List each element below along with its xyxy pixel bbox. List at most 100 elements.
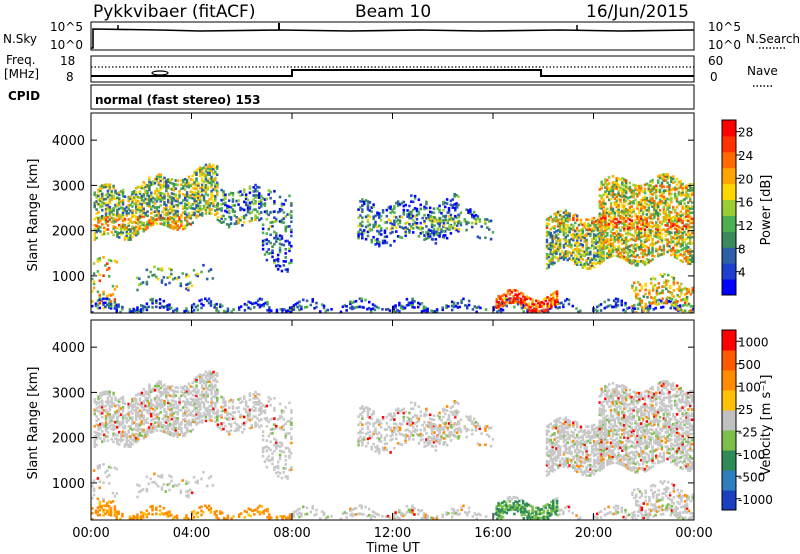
power-cell <box>404 230 407 233</box>
power-cell <box>374 220 377 224</box>
power-cell <box>432 217 436 221</box>
velocity-cell <box>187 388 191 392</box>
power-cell <box>121 231 125 235</box>
power-cell <box>102 198 106 201</box>
power-cell <box>615 236 618 239</box>
velocity-cell <box>172 393 176 397</box>
velocity-cell <box>142 402 145 405</box>
power-cell <box>208 181 211 185</box>
power-cell <box>639 233 643 237</box>
velocity-cell <box>220 410 223 413</box>
power-cell <box>536 301 540 305</box>
power-cell <box>606 211 609 215</box>
power-cell <box>93 205 96 209</box>
power-cell <box>590 227 594 231</box>
power-cell <box>664 189 667 193</box>
power-cell <box>670 196 673 200</box>
velocity-cell <box>165 386 168 390</box>
power-cell <box>549 262 553 265</box>
power-cell <box>290 228 293 232</box>
power-cell <box>174 183 178 186</box>
power-cell <box>670 293 674 297</box>
velocity-cell <box>185 410 189 413</box>
power-cell <box>361 208 364 211</box>
power-cell <box>104 203 108 207</box>
power-cell <box>290 259 293 262</box>
power-cell <box>656 179 660 182</box>
power-cell <box>662 189 666 193</box>
power-cell <box>136 226 140 230</box>
velocity-cell <box>93 435 96 438</box>
power-cell <box>95 212 98 215</box>
power-cell <box>220 207 223 210</box>
power-cell <box>656 224 660 227</box>
power-cell <box>594 236 598 239</box>
power-cell <box>533 303 536 306</box>
velocity-cell <box>168 422 172 426</box>
power-cell <box>93 238 96 241</box>
power-cell <box>110 192 113 195</box>
velocity-cell <box>208 408 211 412</box>
velocity-cell <box>148 391 151 395</box>
power-cell <box>676 293 679 297</box>
velocity-cell <box>97 395 100 399</box>
power-cell <box>575 257 579 260</box>
power-cell <box>497 294 500 298</box>
power-cell <box>668 210 671 213</box>
power-cell <box>112 209 115 212</box>
power-cell <box>647 199 651 203</box>
power-cell <box>645 198 649 202</box>
power-cell <box>516 293 519 297</box>
power-cell <box>681 187 684 190</box>
nsky-label: N.Sky <box>3 32 37 46</box>
power-cell <box>442 221 446 225</box>
power-cell <box>682 304 685 307</box>
power-cell <box>248 191 252 195</box>
power-cell <box>523 302 527 305</box>
power-cell <box>692 307 694 311</box>
velocity-cell <box>148 385 151 389</box>
velocity-cell <box>206 410 210 414</box>
power-cell <box>521 299 525 302</box>
power-cell <box>527 308 531 312</box>
power-cell <box>651 244 654 247</box>
power-cell <box>97 219 100 222</box>
power-cell <box>185 275 188 278</box>
power-cell <box>376 213 379 217</box>
power-cell <box>159 197 162 201</box>
velocity-cell <box>189 411 193 415</box>
power-cell <box>547 247 551 251</box>
power-cell <box>634 259 637 263</box>
power-cell <box>634 310 638 313</box>
power-cell <box>553 218 556 222</box>
power-cell <box>163 180 166 184</box>
power-cell <box>411 231 415 234</box>
power-cell <box>467 221 470 225</box>
power-cell <box>501 300 504 304</box>
power-cell <box>408 216 411 220</box>
power-cell <box>210 198 213 201</box>
power-cell <box>621 248 624 252</box>
power-cell <box>617 193 620 197</box>
power-cell <box>572 228 575 232</box>
power-cell <box>564 231 568 235</box>
power-cell <box>142 195 145 198</box>
power-cell <box>560 219 564 223</box>
power-cell <box>653 277 657 281</box>
velocity-cell <box>187 419 191 422</box>
power-cell <box>651 250 654 253</box>
power-cell <box>180 201 183 205</box>
power-cell <box>118 201 121 205</box>
power-cell <box>153 177 157 181</box>
beam-label: Beam 10 <box>355 2 431 22</box>
power-cell <box>617 254 620 258</box>
freq-tick-low: 8 <box>66 70 74 84</box>
power-cell <box>368 306 371 310</box>
power-cell <box>127 203 130 207</box>
power-cell <box>624 195 628 199</box>
power-cell <box>381 241 385 245</box>
power-cell <box>438 217 442 221</box>
power-cell <box>159 222 162 225</box>
power-cell <box>679 249 683 252</box>
power-cell <box>475 306 478 310</box>
